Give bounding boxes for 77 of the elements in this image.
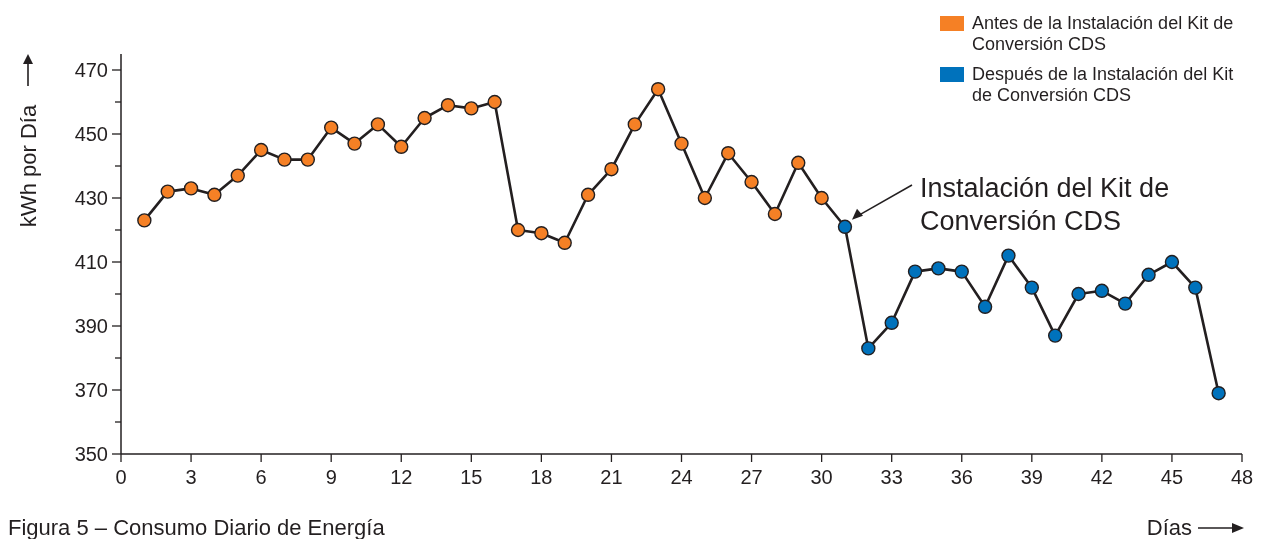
point xyxy=(1118,296,1133,311)
x-tick-label: 36 xyxy=(950,466,973,488)
x-tick-label: 18 xyxy=(530,466,553,488)
x-tick-label: 30 xyxy=(810,466,833,488)
point xyxy=(277,152,292,167)
point xyxy=(487,94,502,110)
point xyxy=(1071,286,1086,302)
x-axis-title: Días xyxy=(1146,515,1192,540)
point xyxy=(1188,280,1203,295)
x-tick-label: 42 xyxy=(1090,466,1113,488)
point xyxy=(1094,283,1110,298)
point xyxy=(791,155,806,170)
legend-label: Antes de la Instalación del Kit de Conversión CDS xyxy=(972,13,1234,54)
point xyxy=(907,264,923,279)
x-tick-label: 12 xyxy=(390,466,413,488)
point xyxy=(183,181,199,196)
x-tick-label: 48 xyxy=(1230,466,1254,488)
y-tick-label: 370 xyxy=(74,379,108,401)
point xyxy=(697,190,713,206)
point xyxy=(207,187,222,202)
point xyxy=(300,152,316,167)
y-tick-label: 470 xyxy=(74,59,108,81)
point xyxy=(837,219,853,234)
annotation: Instalación del Kit de Conversión CDS xyxy=(920,173,1170,236)
text: Figura 5 – Consumo Diario de Energía xyxy=(8,515,386,540)
point xyxy=(230,168,245,183)
x-tick-label: 21 xyxy=(600,466,623,488)
y-tick-label: 410 xyxy=(74,251,108,273)
y-tick-label: 350 xyxy=(74,443,108,465)
point xyxy=(534,226,549,241)
x-tick-label: 0 xyxy=(115,466,127,488)
point xyxy=(137,213,152,228)
y-tick-label: 390 xyxy=(74,315,108,337)
point xyxy=(1024,280,1040,295)
x-tick-label: 27 xyxy=(740,466,763,488)
point xyxy=(580,187,596,202)
y-tick-label: 450 xyxy=(74,123,108,145)
point xyxy=(417,110,432,126)
point xyxy=(464,101,479,116)
point xyxy=(1141,267,1156,282)
point xyxy=(767,206,783,222)
point xyxy=(931,261,946,276)
point xyxy=(954,264,969,279)
x-tick-label: 24 xyxy=(670,466,693,488)
point xyxy=(604,162,619,177)
point xyxy=(1047,328,1063,343)
point xyxy=(370,117,386,132)
point xyxy=(394,139,409,154)
y-tick-label: 430 xyxy=(74,187,108,209)
point xyxy=(674,136,689,151)
x-tick-label: 9 xyxy=(325,466,337,488)
x-tick-label: 39 xyxy=(1020,466,1043,488)
legend-label: Después de la Instalación del Kit de Conversión CDS xyxy=(972,64,1234,105)
point xyxy=(861,341,876,356)
x-tick-label: 45 xyxy=(1160,466,1184,488)
x-tick-label: 15 xyxy=(460,466,483,488)
point xyxy=(510,222,526,238)
point xyxy=(347,136,362,151)
x-tick-label: 33 xyxy=(880,466,903,488)
point xyxy=(1211,386,1226,401)
point xyxy=(323,120,339,135)
point xyxy=(160,184,175,199)
point xyxy=(814,190,829,206)
point xyxy=(253,142,269,158)
point xyxy=(557,235,572,250)
point xyxy=(1164,254,1180,270)
x-tick-label: 6 xyxy=(255,466,267,488)
point xyxy=(627,117,642,132)
point xyxy=(440,98,456,113)
point xyxy=(1001,248,1016,263)
point xyxy=(721,146,736,161)
point xyxy=(650,82,666,97)
point xyxy=(744,174,759,190)
y-axis-title: kWh por Día xyxy=(16,104,41,228)
x-tick-label: 3 xyxy=(185,466,197,488)
point xyxy=(977,299,993,314)
point xyxy=(884,315,899,330)
